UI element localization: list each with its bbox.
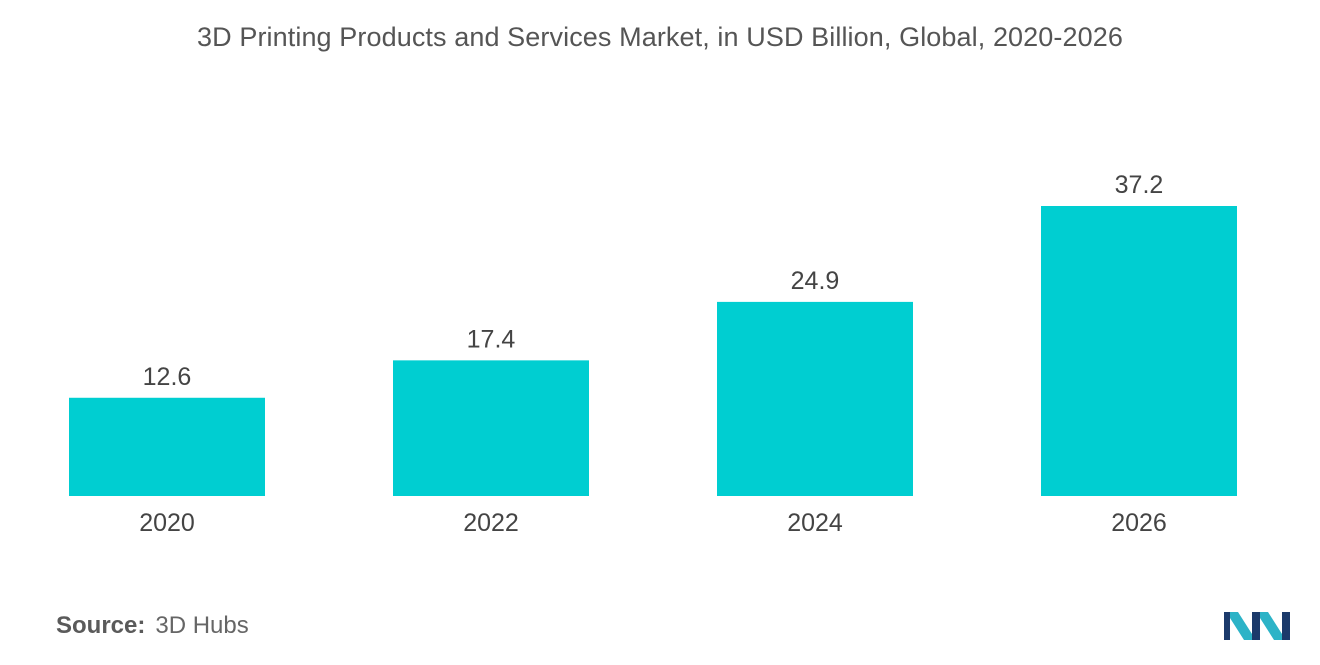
logo-shape-5 xyxy=(1282,612,1290,640)
bar-2020 xyxy=(69,397,265,496)
bar-2024 xyxy=(717,301,913,496)
source-label: Source: xyxy=(56,612,146,639)
x-tick-label-2020: 2020 xyxy=(139,509,195,537)
bar-value-label-2022: 17.4 xyxy=(467,325,516,353)
logo-shape-1 xyxy=(1224,612,1230,640)
x-tick-label-2024: 2024 xyxy=(787,509,843,537)
x-tick-label-2022: 2022 xyxy=(463,509,519,537)
logo-shape-3 xyxy=(1252,612,1260,640)
chart-title: 3D Printing Products and Services Market… xyxy=(197,22,1123,52)
bar-value-label-2024: 24.9 xyxy=(791,267,840,295)
bar-2026 xyxy=(1041,206,1237,496)
bar-value-label-2020: 12.6 xyxy=(143,363,192,391)
bar-chart: 12.6 2020 17.4 2022 24.9 2024 37.2 2026 xyxy=(69,171,1237,537)
logo-shape-4 xyxy=(1260,612,1282,640)
source-note: Source: 3D Hubs xyxy=(56,612,249,640)
bar-value-label-2026: 37.2 xyxy=(1115,171,1164,199)
source-value: 3D Hubs xyxy=(155,612,249,639)
logo-shape-2 xyxy=(1230,612,1252,640)
mordor-intelligence-logo-icon xyxy=(1224,612,1290,640)
bar-2022 xyxy=(393,360,589,496)
x-tick-label-2026: 2026 xyxy=(1111,509,1167,537)
